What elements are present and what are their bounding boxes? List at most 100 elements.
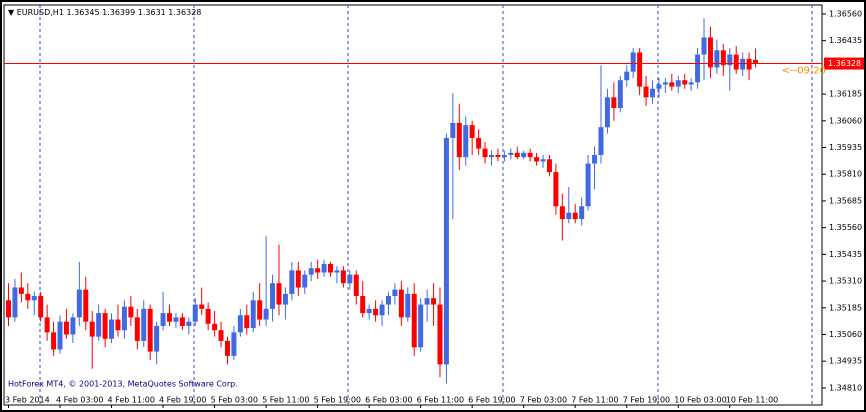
candle-body <box>179 317 185 326</box>
candle-body <box>244 315 250 329</box>
candle-body <box>501 155 507 158</box>
candle-body <box>701 37 707 55</box>
candle-body <box>160 313 166 326</box>
candle-body <box>489 155 494 158</box>
y-tick-label: 1.35310 <box>829 277 862 286</box>
candle-body <box>508 152 514 155</box>
candle-body <box>572 212 578 220</box>
candle-body <box>482 148 488 158</box>
candle-body <box>559 206 565 220</box>
y-tick-label: 1.36185 <box>829 90 862 99</box>
candle-body <box>585 163 591 207</box>
y-tick-label: 1.35685 <box>829 196 862 205</box>
candles <box>6 18 759 384</box>
candle-body <box>302 274 308 288</box>
close: 1.36328 <box>168 8 201 17</box>
candle-body <box>392 289 398 297</box>
candle-body <box>282 293 288 305</box>
candle-body <box>695 54 701 83</box>
y-tick-label: 1.34810 <box>829 383 862 392</box>
candle-body <box>38 296 44 318</box>
x-tick-label: 5 Feb 03:00 <box>211 396 258 405</box>
candle-body <box>540 159 546 162</box>
candle-body <box>707 37 713 68</box>
candle-body <box>70 317 76 335</box>
candle-body <box>154 325 160 352</box>
y-tick-label: 1.34935 <box>829 357 862 366</box>
candle-body <box>611 97 617 108</box>
y-tick-label: 1.36560 <box>829 9 862 18</box>
candle-body <box>340 270 346 284</box>
candle-body <box>121 306 127 331</box>
candle-body <box>308 268 314 275</box>
candle-body <box>134 317 140 341</box>
candle-body <box>624 71 630 81</box>
candle-body <box>688 82 694 85</box>
candle-body <box>347 274 353 284</box>
candle-body <box>604 97 610 128</box>
candle-body <box>96 313 102 337</box>
candle-body <box>450 122 456 138</box>
candle-body <box>592 155 598 164</box>
candle-body <box>456 122 462 158</box>
candle-body <box>276 283 282 305</box>
open: 1.36345 <box>66 8 99 17</box>
candle-body <box>579 206 585 220</box>
x-tick-label: 10 Feb 11:00 <box>726 396 778 405</box>
y-tick-label: 1.35435 <box>829 250 862 259</box>
candle-body <box>733 54 739 70</box>
x-tick-label: 3 Feb 2014 <box>5 396 50 405</box>
candle-body <box>463 125 469 158</box>
candle-body <box>373 308 379 316</box>
candle-body <box>57 321 63 350</box>
candle-body <box>128 306 134 318</box>
candle-body <box>263 308 269 320</box>
price-label-bg <box>824 57 864 70</box>
x-tick-label: 4 Feb 03:00 <box>56 396 103 405</box>
candle-body <box>495 155 501 158</box>
candle-body <box>546 159 552 173</box>
low: 1.3631 <box>138 8 166 17</box>
x-tick-label: 6 Feb 03:00 <box>365 396 412 405</box>
candle-body <box>366 308 372 314</box>
candle-body <box>83 289 89 322</box>
candle-body <box>740 58 746 70</box>
candle-body <box>167 313 172 322</box>
candle-body <box>514 152 520 158</box>
candle-body <box>656 84 662 89</box>
candle-body <box>469 125 475 138</box>
candle-body <box>89 321 95 337</box>
candle-body <box>598 127 604 155</box>
candle-body <box>334 270 340 273</box>
candle-body <box>44 317 50 333</box>
x-tick-label: 10 Feb 03:00 <box>674 396 726 405</box>
x-tick-label: 7 Feb 11:00 <box>571 396 618 405</box>
x-tick-label: 4 Feb 11:00 <box>108 396 155 405</box>
candle-body <box>476 137 482 149</box>
candle-body <box>527 152 533 158</box>
candle-body <box>720 50 726 66</box>
candle-body <box>424 298 430 305</box>
candle-body <box>237 315 243 333</box>
candle-body <box>257 300 263 320</box>
y-tick-label: 1.35185 <box>829 303 862 312</box>
candle-body <box>51 332 57 350</box>
menu-arrow: ▼ <box>8 8 17 17</box>
candle-body <box>431 298 437 305</box>
candle-body <box>360 296 366 314</box>
candle-body <box>289 270 295 294</box>
x-tick-label: 7 Feb 03:00 <box>520 396 567 405</box>
candle-body <box>18 287 24 294</box>
candle-body <box>714 50 720 68</box>
candle-body <box>224 340 230 356</box>
candle-body <box>398 289 404 318</box>
candle-body <box>617 80 623 108</box>
candle-body <box>534 157 540 162</box>
candle-body <box>12 287 18 318</box>
candle-body <box>553 172 559 207</box>
candle-body <box>76 289 82 318</box>
x-tick-label: 7 Feb 19:00 <box>623 396 670 405</box>
candle-body <box>385 296 391 305</box>
candle-body <box>418 304 424 348</box>
